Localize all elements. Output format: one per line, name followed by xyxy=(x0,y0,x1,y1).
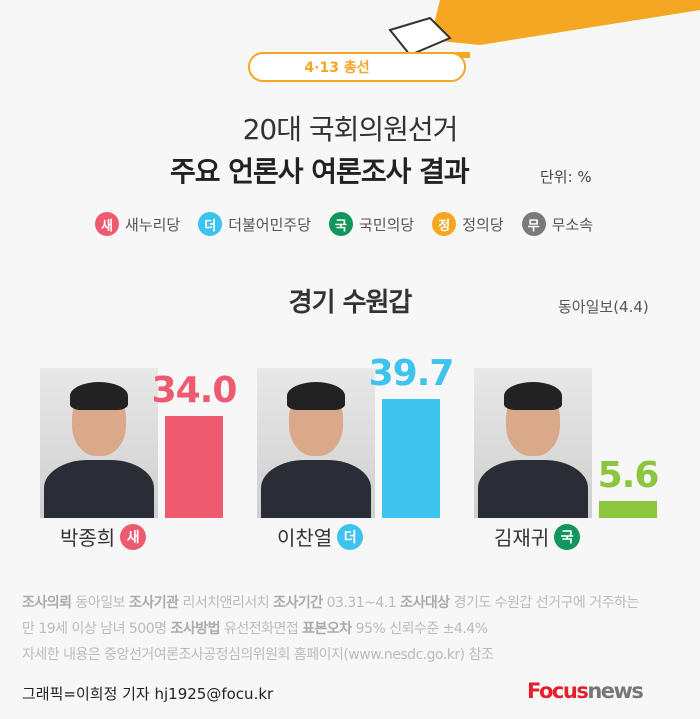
bar-value: 39.7 xyxy=(368,352,455,394)
candidate-photo xyxy=(474,368,592,518)
note-key: 조사방법 xyxy=(170,621,220,637)
note-key: 조사대상 xyxy=(400,595,450,611)
party-legend: 새 새누리당 더 더불어민주당 국 국민의당 정 정의당 무 무소속 xyxy=(95,212,593,236)
candidate-name: 이찬열 더 xyxy=(277,522,364,551)
candidate-photo xyxy=(40,368,158,518)
party-badge: 국 xyxy=(554,523,581,550)
note-value: 경기도 수원갑 선거구에 거주하는 xyxy=(453,595,640,611)
note-value: 동아일보 xyxy=(75,595,126,611)
legend-label: 국민의당 xyxy=(359,215,415,234)
legend-item: 무 무소속 xyxy=(521,212,594,236)
note-line1: 조사의뢰 동아일보 조사기관 리서치앤리서치 조사기간 03.31~4.1 조사… xyxy=(22,592,639,612)
bar xyxy=(382,398,440,518)
bar-value: 5.6 xyxy=(597,455,660,497)
title-line2: 주요 언론사 여론조사 결과 xyxy=(170,155,470,188)
note-key: 조사의뢰 xyxy=(22,595,72,611)
party-badge: 새 xyxy=(120,523,147,550)
credit: 그래픽=이희정 기자 hj1925@focu.kr xyxy=(22,685,274,703)
candidate-name-text: 김재귀 xyxy=(494,526,550,550)
hand-illustration xyxy=(370,0,700,58)
note-value: 03.31~4.1 xyxy=(326,595,397,611)
note-value: 리서치앤리서치 xyxy=(182,595,270,611)
legend-label: 정의당 xyxy=(462,215,504,234)
legend-label: 더불어민주당 xyxy=(228,215,312,234)
poll-source: 동아일보(4.4) xyxy=(558,298,649,316)
note-value: 유선전화면접 xyxy=(223,621,299,637)
note-key: 조사기간 xyxy=(273,595,323,611)
logo-focus: Focus xyxy=(527,679,589,703)
candidate-photo xyxy=(257,368,375,518)
unit-label: 단위: % xyxy=(540,168,592,186)
bar xyxy=(165,416,223,518)
legend-label: 무소속 xyxy=(551,215,594,234)
legend-item: 더 더불어민주당 xyxy=(198,212,311,236)
legend-item: 국 국민의당 xyxy=(329,212,414,236)
candidate-name-text: 박종희 xyxy=(60,526,116,550)
logo-news: news xyxy=(587,679,644,703)
party-badge: 무 xyxy=(521,212,546,236)
legend-item: 정 정의당 xyxy=(432,212,504,236)
party-badge: 국 xyxy=(329,212,354,236)
note-sample: 만 19세 이상 남녀 500명 xyxy=(22,621,167,637)
legend-item: 새 새누리당 xyxy=(95,212,180,236)
note-value: 95% 신뢰수준 ±4.4% xyxy=(355,621,488,637)
note-line2: 만 19세 이상 남녀 500명 조사방법 유선전화면접 표본오차 95% 신뢰… xyxy=(22,618,488,638)
note-key: 표본오차 xyxy=(302,621,352,637)
party-badge: 더 xyxy=(337,523,364,550)
region-title: 경기 수원갑 xyxy=(288,288,413,318)
candidate-name: 김재귀 국 xyxy=(494,522,581,551)
focusnews-logo: Focusnews xyxy=(527,679,644,703)
legend-label: 새누리당 xyxy=(125,215,181,234)
note-line3: 자세한 내용은 중앙선거여론조사공정심의위원회 홈페이지(www.nesdc.g… xyxy=(22,647,494,663)
bar-value: 34.0 xyxy=(151,370,238,411)
note-key: 조사기관 xyxy=(128,595,179,611)
election-tag: 4·13 총선 xyxy=(248,52,466,82)
title-line1: 20대 국회의원선거 xyxy=(242,113,459,146)
bar xyxy=(599,501,657,518)
party-badge: 정 xyxy=(432,212,457,236)
party-badge: 더 xyxy=(198,212,223,236)
candidate-name: 박종희 새 xyxy=(60,522,147,551)
candidate-name-text: 이찬열 xyxy=(277,526,333,550)
party-badge: 새 xyxy=(95,212,119,236)
